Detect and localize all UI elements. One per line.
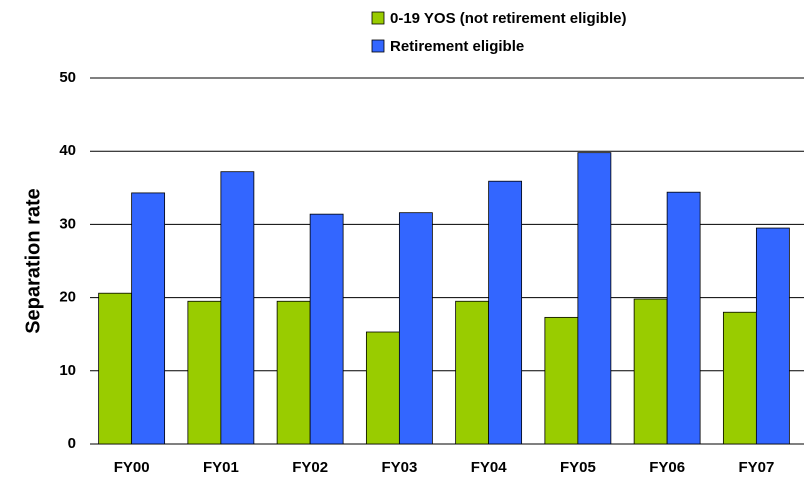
bar bbox=[365, 331, 400, 445]
bar bbox=[666, 191, 701, 445]
bar bbox=[309, 213, 344, 445]
legend-label: 0-19 YOS (not retirement eligible) bbox=[390, 10, 626, 27]
bar bbox=[633, 298, 668, 445]
bar bbox=[577, 152, 612, 445]
bar bbox=[722, 311, 757, 445]
bar bbox=[220, 171, 255, 445]
x-tick-label: FY06 bbox=[649, 459, 685, 476]
legend-label: Retirement eligible bbox=[390, 38, 524, 55]
x-tick-label: FY03 bbox=[381, 459, 417, 476]
x-tick-label: FY05 bbox=[560, 459, 596, 476]
y-tick-label: 20 bbox=[59, 289, 76, 306]
bar bbox=[276, 300, 311, 445]
x-tick-label: FY00 bbox=[114, 459, 150, 476]
x-tick-label: FY01 bbox=[203, 459, 239, 476]
x-tick-label: FY02 bbox=[292, 459, 328, 476]
x-tick-label: FY07 bbox=[738, 459, 774, 476]
bar bbox=[544, 316, 579, 445]
bar bbox=[131, 192, 166, 445]
bar bbox=[455, 300, 490, 445]
x-tick-label: FY04 bbox=[471, 459, 508, 476]
bar bbox=[488, 180, 523, 445]
legend-swatch bbox=[371, 39, 385, 53]
bar bbox=[755, 227, 790, 445]
y-tick-label: 40 bbox=[59, 142, 76, 159]
y-tick-label: 30 bbox=[59, 215, 76, 232]
y-tick-label: 50 bbox=[59, 69, 76, 86]
y-tick-label: 0 bbox=[68, 435, 76, 452]
y-tick-label: 10 bbox=[59, 362, 76, 379]
legend-swatch bbox=[371, 11, 385, 25]
y-axis-label: Separation rate bbox=[22, 188, 44, 334]
bar bbox=[187, 300, 222, 445]
bar bbox=[398, 212, 433, 445]
bar bbox=[98, 292, 133, 445]
